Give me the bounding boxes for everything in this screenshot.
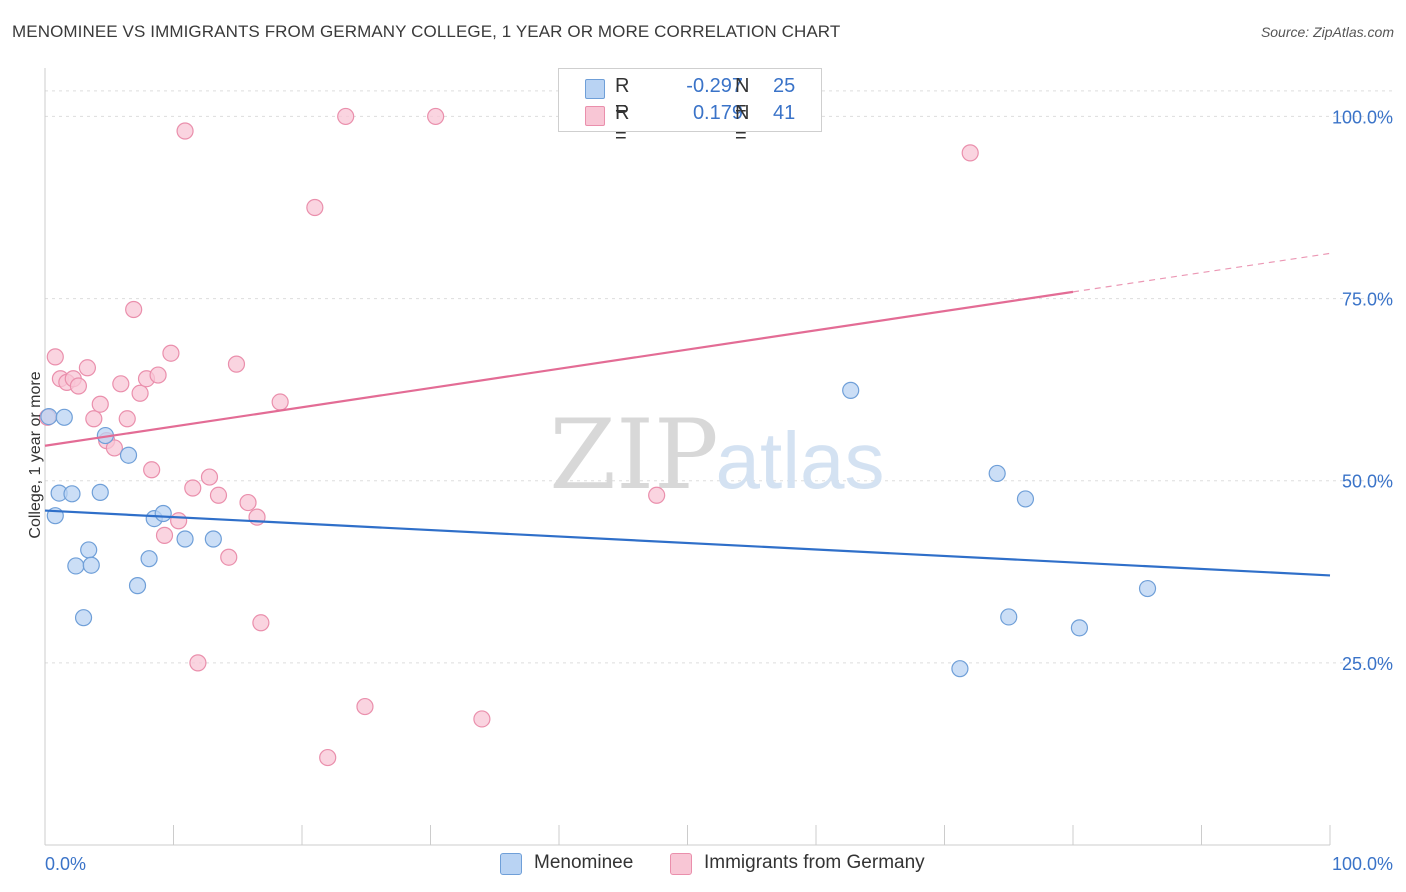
- legend-swatch-pink: [585, 106, 605, 126]
- legend-label-menominee: Menominee: [534, 852, 634, 873]
- data-point: [170, 512, 188, 530]
- data-point: [271, 393, 289, 411]
- data-point: [227, 355, 246, 373]
- data-point: [91, 395, 109, 413]
- data-point: [248, 508, 266, 526]
- data-point: [155, 526, 174, 544]
- legend-r-value: -0.297: [686, 75, 743, 97]
- data-point: [131, 384, 149, 402]
- watermark: ZIP atlas: [549, 399, 884, 511]
- data-point: [842, 381, 860, 399]
- data-point: [118, 410, 136, 428]
- legend-r-value: 0.179: [692, 102, 743, 124]
- data-point: [80, 541, 98, 559]
- data-point: [112, 375, 130, 393]
- y-tick-label: 25.0%: [1342, 654, 1393, 674]
- legend-swatch-germany: [670, 853, 692, 875]
- legend-label-germany: Immigrants from Germany: [704, 852, 925, 873]
- legend-r-label: R =: [615, 75, 630, 120]
- y-axis-label: College, 1 year or more: [27, 371, 44, 539]
- data-point: [105, 439, 123, 457]
- data-point: [154, 504, 172, 523]
- data-point: [1016, 490, 1035, 508]
- data-point: [63, 485, 81, 503]
- y-tick-label: 100.0%: [1332, 107, 1393, 127]
- axes: [44, 68, 1331, 846]
- data-point: [74, 609, 93, 627]
- legend-swatch-blue: [585, 79, 605, 99]
- data-point: [67, 557, 85, 575]
- source-label: Source: ZipAtlas.com: [1260, 24, 1394, 40]
- legend-n-value: 25: [773, 75, 796, 97]
- watermark-zip: ZIP: [549, 399, 718, 511]
- data-point: [200, 468, 219, 486]
- data-point: [91, 483, 109, 501]
- legend-n-label: N =: [735, 102, 750, 147]
- data-point: [125, 300, 143, 319]
- data-point: [306, 198, 324, 217]
- x-tick-label: 100.0%: [1332, 854, 1393, 874]
- data-point: [220, 548, 238, 566]
- trend-lines: [44, 252, 1331, 577]
- data-point: [69, 377, 88, 395]
- data-point: [143, 461, 161, 479]
- y-axis-label-wrap: College, 1 year or more: [8, 340, 48, 570]
- data-point: [176, 530, 194, 548]
- data-point: [82, 556, 100, 574]
- data-point: [149, 366, 167, 384]
- tick-labels: 25.0% 50.0% 75.0% 100.0% 0.0% 100.0%: [45, 107, 1393, 874]
- data-point: [337, 107, 355, 126]
- data-point: [648, 486, 666, 504]
- data-point: [119, 446, 138, 464]
- data-point: [1070, 619, 1089, 637]
- data-point: [319, 748, 337, 767]
- data-point: [55, 408, 73, 426]
- data-point: [85, 410, 103, 428]
- data-point: [1000, 608, 1018, 626]
- legend-n-value: 41: [773, 102, 796, 124]
- data-point: [427, 107, 445, 126]
- trend-line: [44, 509, 1331, 577]
- data-point: [473, 710, 491, 728]
- data-point: [78, 359, 97, 377]
- watermark-atlas: atlas: [716, 416, 885, 505]
- data-point: [961, 144, 979, 162]
- data-point: [140, 550, 158, 568]
- x-tick-label: 0.0%: [45, 854, 86, 874]
- stats-legend: R = -0.297 N = 25 R = 0.179 N = 41: [558, 68, 822, 147]
- y-tick-label: 50.0%: [1342, 472, 1393, 492]
- data-point: [252, 614, 270, 632]
- trend-line: [44, 290, 1074, 447]
- legend-r-label: R =: [615, 102, 630, 147]
- data-point: [176, 122, 194, 140]
- legend-n-label: N =: [735, 75, 750, 120]
- y-tick-label: 75.0%: [1342, 290, 1393, 310]
- data-point: [356, 697, 374, 716]
- data-point: [209, 486, 228, 504]
- legend-swatch-menominee: [500, 853, 522, 875]
- data-point: [988, 464, 1006, 483]
- data-point: [184, 479, 202, 497]
- grid-lines: [45, 90, 1392, 664]
- data-point: [162, 344, 180, 362]
- data-point: [951, 660, 969, 678]
- data-point: [128, 577, 147, 595]
- data-point: [239, 493, 257, 512]
- data-point: [189, 654, 207, 672]
- data-point: [1138, 579, 1157, 598]
- trend-line-extension: [1072, 252, 1331, 293]
- data-point: [204, 530, 222, 548]
- data-point: [46, 348, 64, 366]
- chart-title: MENOMINEE VS IMMIGRANTS FROM GERMANY COL…: [12, 22, 841, 41]
